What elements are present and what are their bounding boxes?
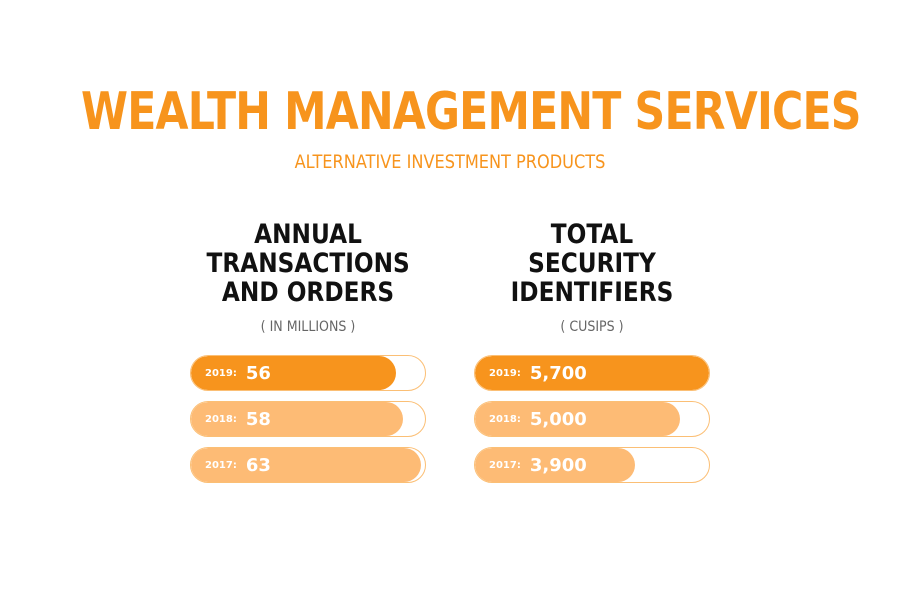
chart-title-line: TOTAL [550, 219, 634, 250]
bar-year-label: 2018: [489, 413, 521, 425]
chart-title-line: AND ORDERS [221, 277, 395, 308]
chart-title-line: SECURITY [528, 248, 656, 279]
bar-year-label: 2019: [489, 367, 521, 379]
bar: 2019: 56 [190, 355, 426, 391]
bar: 2019: 5,700 [474, 355, 710, 391]
bar-fill [475, 448, 636, 482]
transactions-chart-title: ANNUAL TRANSACTIONS AND ORDERS [207, 220, 410, 307]
bar-year-label: 2017: [489, 459, 521, 471]
chart-title-line: TRANSACTIONS [206, 248, 410, 279]
bar-value-label: 5,700 [529, 362, 587, 384]
transactions-panel: ANNUAL TRANSACTIONS AND ORDERS ( IN MILL… [190, 220, 426, 493]
identifiers-unit-label: ( CUSIPS ) [560, 319, 624, 335]
bar-value-label: 3,900 [529, 454, 587, 476]
bar-fill [191, 448, 422, 482]
bar-value-label: 58 [245, 408, 271, 430]
bar-value-label: 63 [245, 454, 271, 476]
chart-title-line: IDENTIFIERS [510, 277, 674, 308]
bar-label: 2019: 5,700 [489, 356, 587, 390]
chart-title-line: ANNUAL [254, 219, 362, 250]
identifiers-bars: 2019: 5,700 2018: 5,000 2017: 3,900 [474, 355, 710, 483]
bar-label: 2017: 63 [205, 448, 271, 482]
bar-fill [475, 356, 709, 390]
bar-value-label: 5,000 [529, 408, 587, 430]
transactions-bars: 2019: 56 2018: 58 2017: 63 [190, 355, 426, 483]
bar-fill [191, 402, 404, 436]
bar-fill [191, 356, 396, 390]
bar-label: 2018: 5,000 [489, 402, 587, 436]
bar-label: 2019: 56 [205, 356, 271, 390]
bar-label: 2017: 3,900 [489, 448, 587, 482]
page-subtitle: ALTERNATIVE INVESTMENT PRODUCTS [294, 151, 606, 173]
identifiers-panel: TOTAL SECURITY IDENTIFIERS ( CUSIPS ) 20… [474, 220, 710, 493]
bar: 2018: 5,000 [474, 401, 710, 437]
bar-year-label: 2019: [205, 367, 237, 379]
bar-value-label: 56 [245, 362, 271, 384]
bar-fill [475, 402, 681, 436]
bar-year-label: 2017: [205, 459, 237, 471]
bar-year-label: 2018: [205, 413, 237, 425]
bar: 2018: 58 [190, 401, 426, 437]
bar: 2017: 3,900 [474, 447, 710, 483]
page-title: WEALTH MANAGEMENT SERVICES [81, 82, 861, 142]
bar-label: 2018: 58 [205, 402, 271, 436]
bar: 2017: 63 [190, 447, 426, 483]
transactions-unit-label: ( IN MILLIONS ) [260, 319, 356, 335]
identifiers-chart-title: TOTAL SECURITY IDENTIFIERS [491, 220, 694, 307]
